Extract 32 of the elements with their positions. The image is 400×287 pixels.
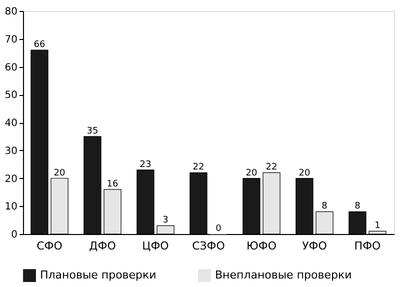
y-tick-label: 40	[4, 118, 18, 129]
data-label: 22	[192, 162, 204, 173]
x-tick-label: УФО	[302, 240, 328, 252]
data-label: 66	[34, 40, 46, 50]
y-tick-label: 0	[11, 230, 18, 240]
x-tick-label: СЗФО	[192, 240, 226, 252]
y-tick-label: 80	[4, 6, 18, 18]
data-label: 23	[140, 160, 152, 170]
data-label: 1	[374, 221, 380, 232]
x-tick-label: СФО	[36, 240, 63, 252]
y-tick-label: 50	[4, 90, 18, 102]
x-tick-label: ДФО	[89, 240, 116, 252]
data-label: 3	[162, 216, 168, 226]
y-tick-label: 70	[4, 34, 18, 46]
legend-label: Внеплановые проверки	[215, 268, 352, 282]
data-label: 20	[54, 168, 66, 178]
y-tick-label: 60	[4, 62, 18, 74]
legend-label: Плановые проверки	[40, 268, 156, 282]
y-tick-label: 20	[4, 174, 18, 185]
y-tick-label: 10	[4, 202, 18, 213]
data-label: 35	[86, 126, 98, 136]
x-tick-label: ЦФО	[142, 240, 170, 252]
x-tick-label: ПФО	[354, 240, 382, 252]
data-label: 22	[266, 162, 278, 173]
data-label: 8	[354, 202, 361, 212]
y-tick-label: 30	[4, 146, 18, 157]
x-tick-label: ЮФО	[246, 240, 277, 252]
data-label: 20	[298, 168, 310, 178]
data-label: 0	[216, 224, 222, 234]
data-label: 8	[322, 202, 328, 212]
data-label: 20	[246, 168, 258, 178]
data-label: 16	[106, 179, 119, 190]
